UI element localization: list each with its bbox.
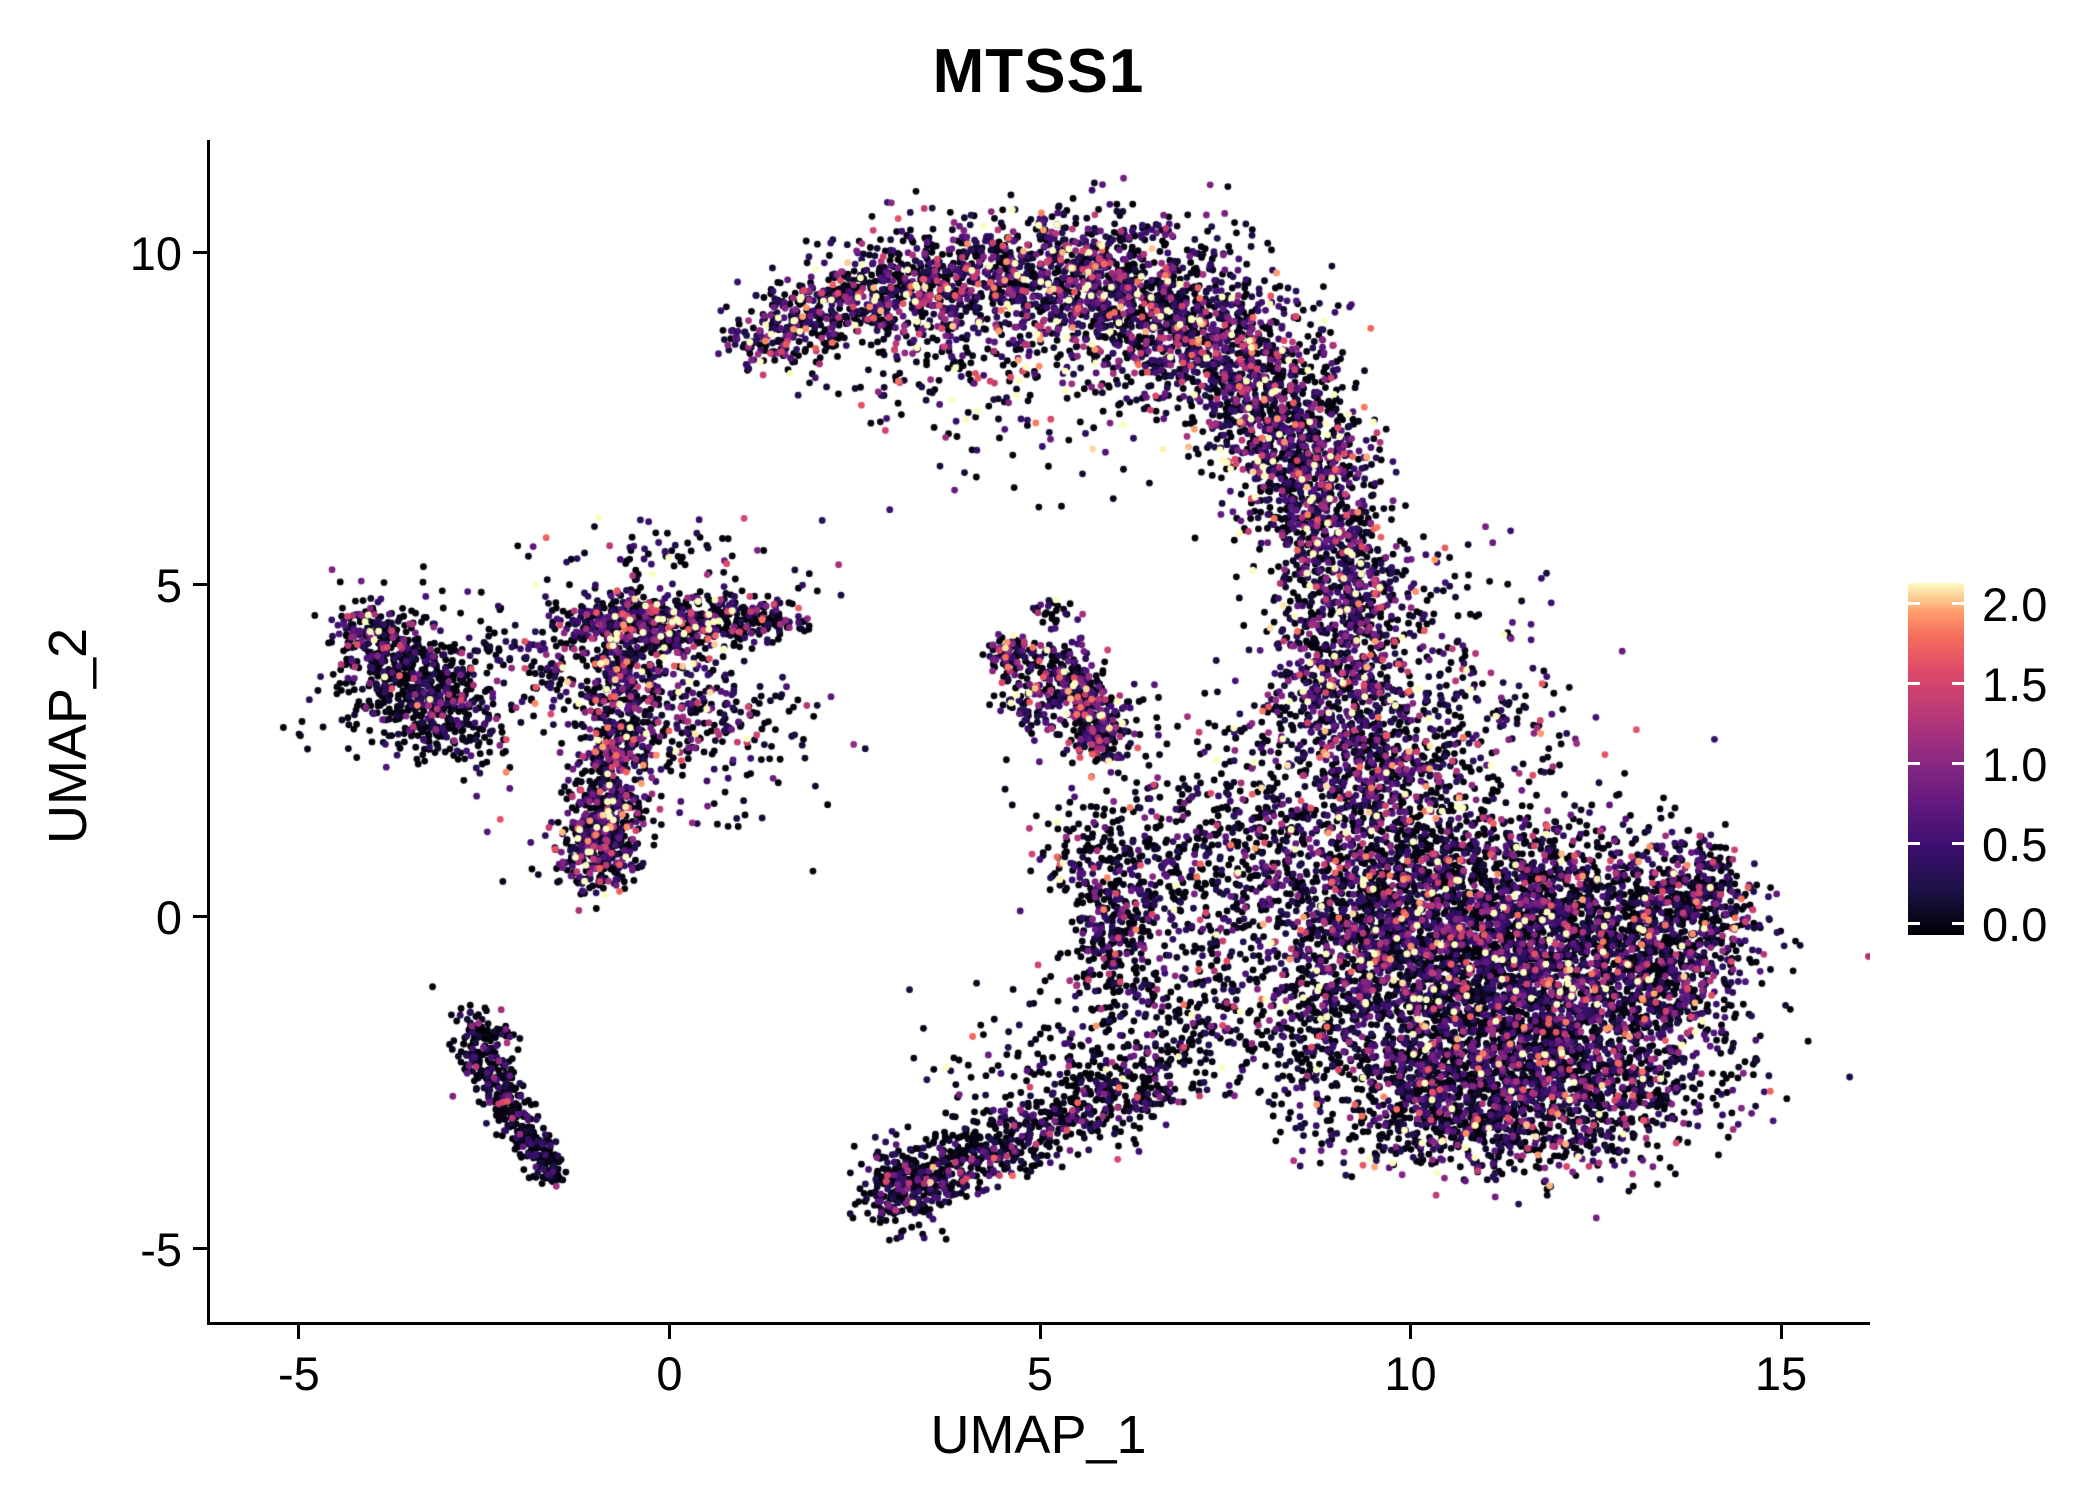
x-tick-mark — [667, 1325, 671, 1339]
x-tick-mark — [1779, 1325, 1783, 1339]
y-tick-mark — [193, 251, 207, 255]
x-tick-label: 10 — [1384, 1347, 1437, 1400]
x-axis-title: UMAP_1 — [930, 1405, 1147, 1465]
y-tick-label: 0 — [155, 890, 182, 944]
colorbar-legend — [1908, 583, 1964, 935]
colorbar-tick-label: 0.0 — [1982, 897, 2048, 951]
x-tick-mark — [1038, 1325, 1042, 1339]
y-tick-label: 5 — [155, 558, 182, 612]
x-tick-mark — [297, 1325, 301, 1339]
y-tick-mark — [193, 915, 207, 919]
colorbar-tick-mark — [1952, 762, 1964, 766]
y-tick-label: 10 — [129, 226, 182, 280]
colorbar-tick-mark — [1952, 682, 1964, 686]
colorbar-tick-mark — [1908, 602, 1920, 606]
colorbar-tick-label: 1.0 — [1982, 737, 2048, 791]
colorbar-tick-mark — [1952, 602, 1964, 606]
plot-title: MTSS1 — [932, 37, 1145, 106]
plot-panel — [207, 140, 1870, 1325]
colorbar-tick-mark — [1908, 922, 1920, 926]
x-tick-label: 15 — [1754, 1347, 1808, 1400]
y-tick-mark — [193, 583, 207, 587]
y-tick-mark — [193, 1247, 207, 1251]
x-tick-label: -5 — [278, 1347, 320, 1400]
colorbar-tick-mark — [1952, 842, 1964, 846]
colorbar-tick-mark — [1908, 762, 1920, 766]
x-tick-mark — [1409, 1325, 1413, 1339]
y-tick-label: -5 — [140, 1222, 182, 1276]
x-tick-label: 0 — [656, 1347, 683, 1400]
colorbar-tick-mark — [1908, 682, 1920, 686]
colorbar-tick-label: 2.0 — [1982, 577, 2048, 631]
colorbar-tick-mark — [1908, 842, 1920, 846]
colorbar-tick-label: 0.5 — [1982, 817, 2048, 871]
y-axis-title: UMAP_2 — [38, 627, 98, 845]
scatter-canvas — [210, 140, 1870, 1322]
colorbar-tick-mark — [1952, 922, 1964, 926]
colorbar-tick-label: 1.5 — [1982, 657, 2048, 711]
x-tick-label: 5 — [1026, 1347, 1054, 1400]
colorbar-gradient — [1908, 583, 1964, 935]
